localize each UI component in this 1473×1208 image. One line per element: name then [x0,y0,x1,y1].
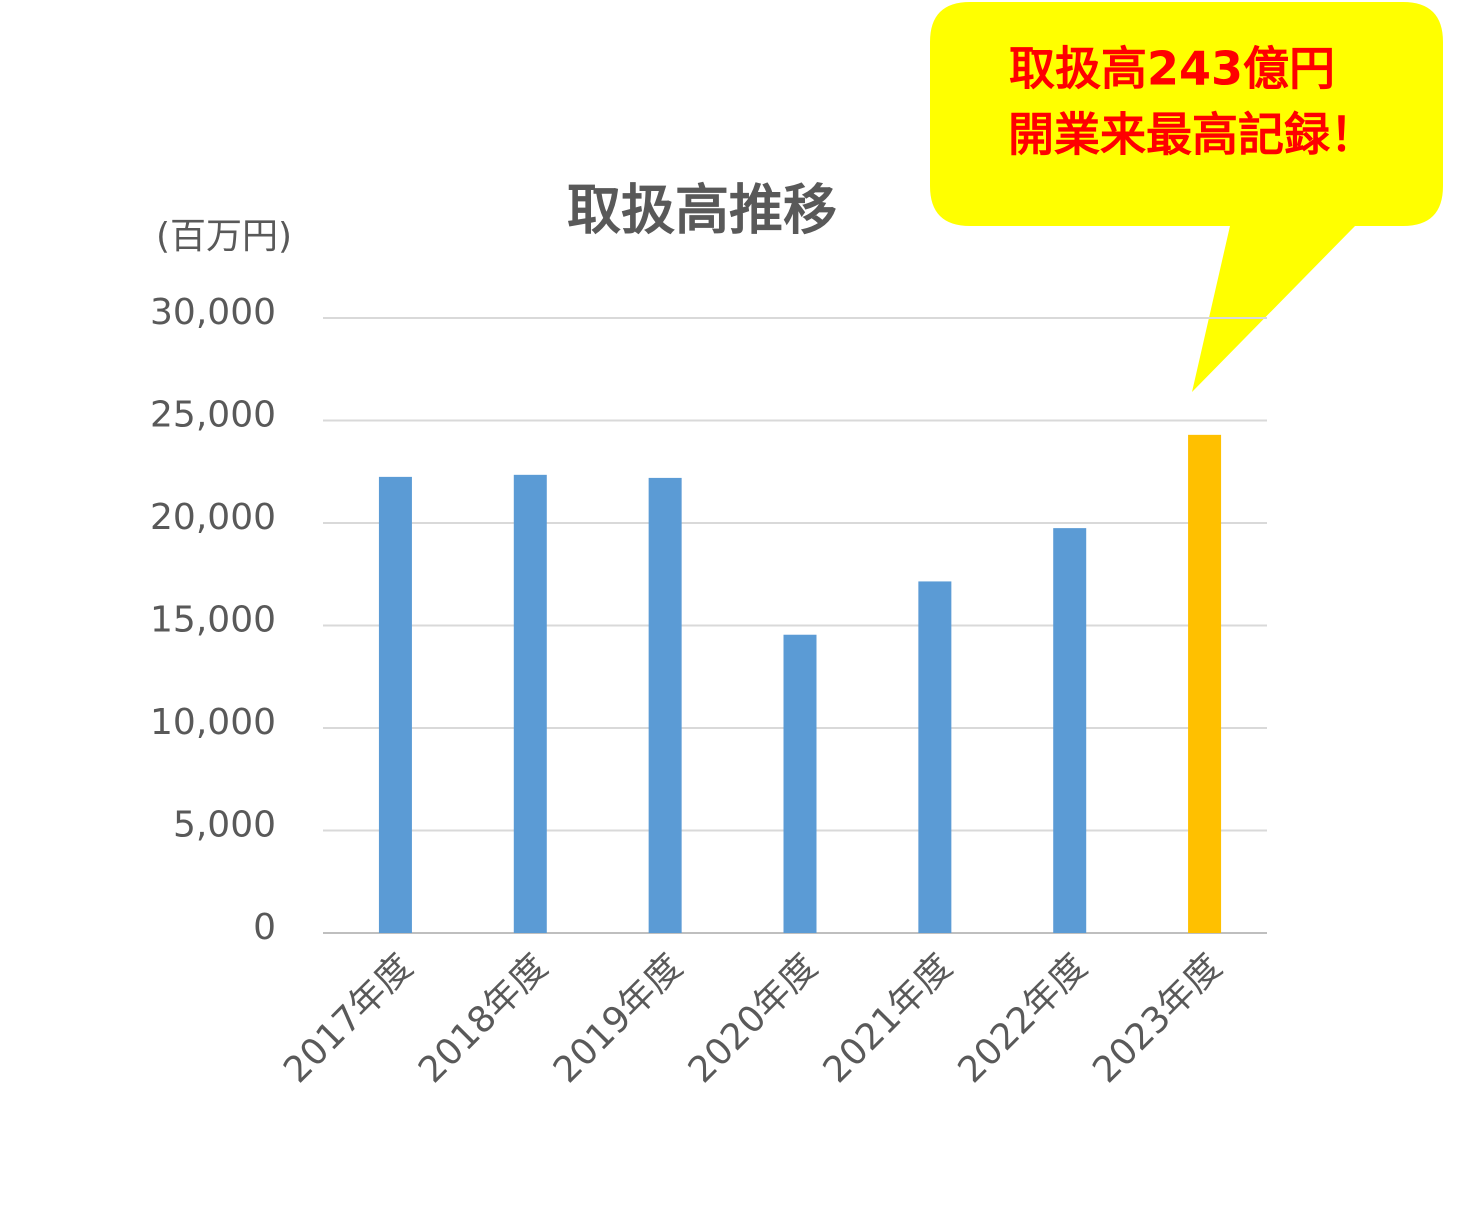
y-tick-label: 10,000 [150,702,276,743]
bar [1053,528,1087,933]
bar [513,474,547,933]
x-tick-label: 2018年度 [411,946,556,1091]
y-axis-label: (百万円) [156,216,292,257]
callout [930,2,1443,392]
x-tick-label: 2020年度 [681,946,826,1091]
callout-text: 取扱高243億円 [1009,42,1335,96]
x-tick-label: 2017年度 [276,946,421,1091]
bar [783,634,817,933]
y-tick-label: 25,000 [150,395,276,436]
x-tick-label: 2022年度 [950,946,1095,1091]
callout-text: 開業来最高記録！ [1008,108,1376,162]
bar [648,477,682,933]
y-tick-label: 30,000 [150,292,276,333]
y-tick-label: 20,000 [150,497,276,538]
x-tick-label: 2021年度 [816,946,961,1091]
bar [378,476,412,933]
bar [918,581,952,933]
y-tick-label: 5,000 [173,805,276,846]
y-tick-label: 15,000 [150,600,276,641]
x-tick-label: 2019年度 [546,946,691,1091]
y-tick-label: 0 [253,907,276,948]
chart-title: 取扱高推移 [567,179,837,242]
x-tick-label: 2023年度 [1085,946,1230,1091]
bar [1188,434,1222,933]
